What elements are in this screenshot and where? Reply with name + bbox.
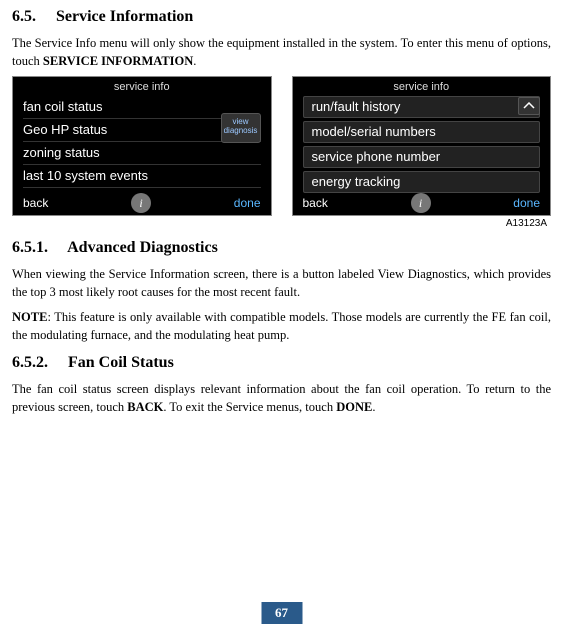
list-item[interactable]: last 10 system events (23, 165, 261, 188)
device-right-title: service info (293, 77, 551, 96)
done-button[interactable]: done (234, 196, 261, 210)
section-6-5-1-heading: 6.5.1. Advanced Diagnostics (12, 239, 551, 257)
section-6-5-2-para: The fan coil status screen displays rele… (12, 380, 551, 416)
device-screenshot-left: service info fan coil status Geo HP stat… (12, 76, 272, 216)
figure-id: A13123A (12, 218, 547, 229)
page-number: 67 (261, 602, 302, 624)
device-right-list: run/fault history model/serial numbers s… (293, 96, 551, 193)
note-label: NOTE (12, 310, 47, 324)
section-6-5-1-para1: When viewing the Service Information scr… (12, 265, 551, 301)
view-diagnosis-button[interactable]: view diagnosis (221, 113, 261, 143)
section-6-5-heading: 6.5. Service Information (12, 8, 551, 26)
back-bold: BACK (127, 400, 163, 414)
chevron-up-icon (523, 102, 535, 110)
section-6-5-num: 6.5. (12, 8, 36, 25)
section-6-5-1-title: Advanced Diagnostics (67, 239, 218, 256)
figure-row: service info fan coil status Geo HP stat… (12, 76, 551, 216)
scroll-up-button[interactable] (518, 97, 540, 115)
para-text-b: . To exit the Service menus, touch (163, 400, 336, 414)
device-left-title: service info (13, 77, 271, 96)
info-icon[interactable]: i (131, 193, 151, 213)
info-icon[interactable]: i (411, 193, 431, 213)
section-6-5-2-num: 6.5.2. (12, 354, 48, 371)
done-button[interactable]: done (513, 196, 540, 210)
list-item[interactable]: model/serial numbers (303, 121, 541, 143)
section-6-5-2-title: Fan Coil Status (68, 354, 174, 371)
done-bold: DONE (336, 400, 372, 414)
section-6-5-1-note: NOTE: This feature is only available wit… (12, 308, 551, 344)
view-diag-line1: view (232, 117, 248, 126)
service-information-bold: SERVICE INFORMATION (43, 54, 193, 68)
back-button[interactable]: back (23, 196, 48, 210)
section-6-5-1-num: 6.5.1. (12, 239, 48, 256)
section-6-5-para-end: . (193, 54, 196, 68)
para-text-c: . (372, 400, 375, 414)
section-6-5-para: The Service Info menu will only show the… (12, 34, 551, 70)
section-6-5-title: Service Information (56, 8, 193, 25)
section-6-5-2-heading: 6.5.2. Fan Coil Status (12, 354, 551, 372)
back-button[interactable]: back (303, 196, 328, 210)
view-diag-line2: diagnosis (224, 126, 258, 135)
device-screenshot-right: service info run/fault history model/ser… (292, 76, 552, 216)
list-item[interactable]: service phone number (303, 146, 541, 168)
note-text: : This feature is only available with co… (12, 310, 551, 342)
device-right-footer: back i done (293, 191, 551, 215)
list-item[interactable]: zoning status (23, 142, 261, 165)
list-item[interactable]: energy tracking (303, 171, 541, 193)
device-left-footer: back i done (13, 191, 271, 215)
list-item[interactable]: run/fault history (303, 96, 541, 118)
